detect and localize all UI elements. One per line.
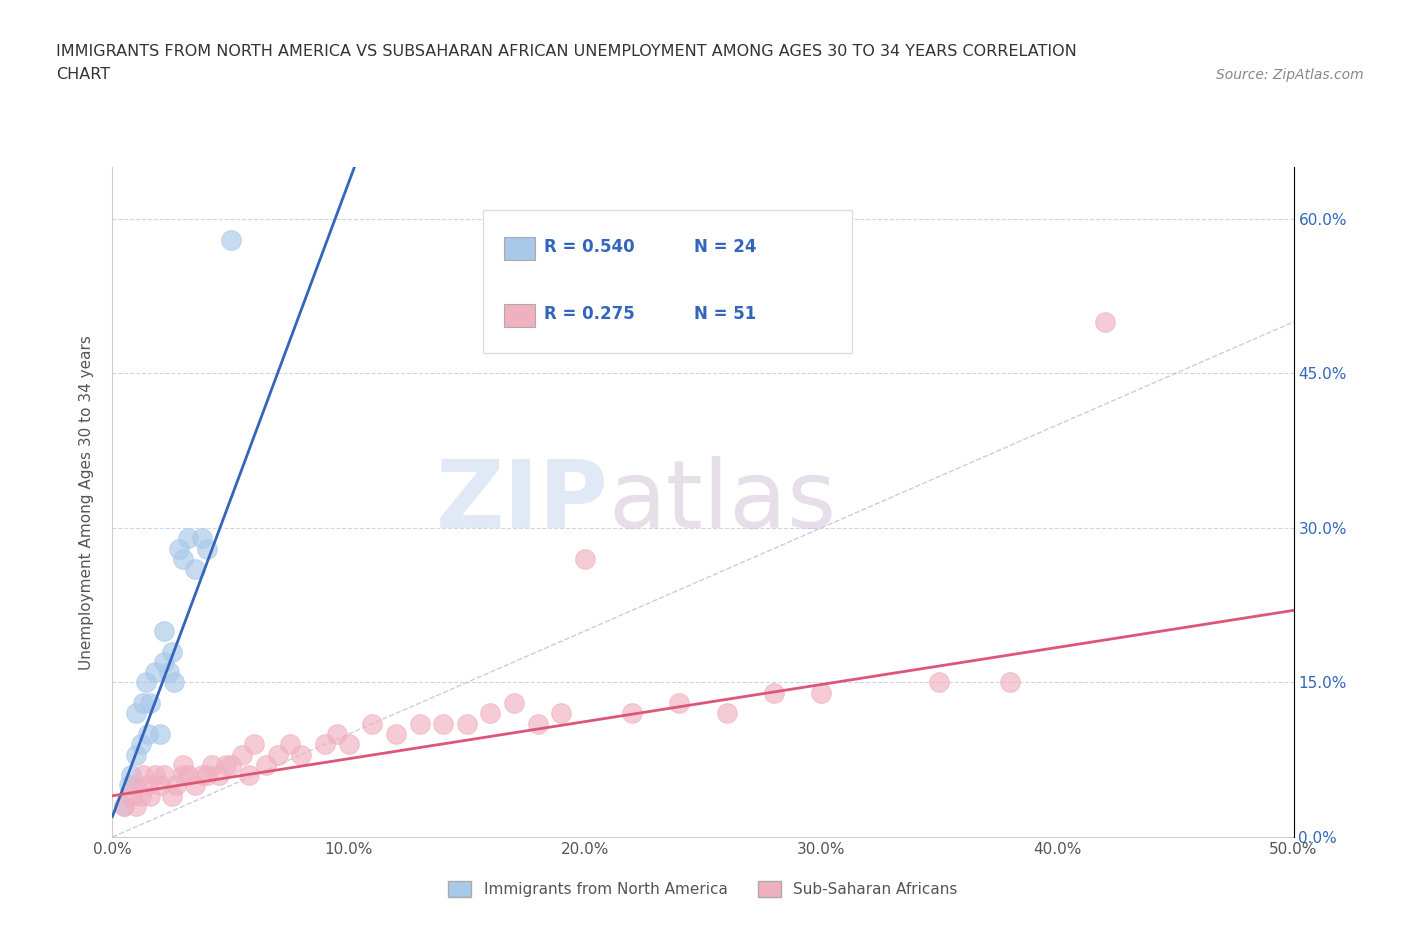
Point	[125, 778, 148, 793]
Point	[219, 757, 242, 772]
Point	[139, 789, 162, 804]
Point	[177, 768, 200, 783]
Point	[503, 696, 526, 711]
Point	[408, 716, 430, 731]
Point	[172, 551, 194, 566]
Point	[208, 768, 231, 783]
Point	[153, 623, 176, 638]
Point	[326, 726, 349, 741]
Point	[120, 789, 142, 804]
Text: CHART: CHART	[56, 67, 110, 82]
Point	[314, 737, 336, 751]
Point	[172, 768, 194, 783]
Point	[112, 799, 135, 814]
Point	[621, 706, 644, 721]
Point	[160, 789, 183, 804]
Point	[238, 768, 260, 783]
Point	[177, 531, 200, 546]
Point	[165, 778, 187, 793]
Point	[139, 696, 162, 711]
Point	[149, 726, 172, 741]
Point	[574, 551, 596, 566]
Point	[136, 726, 159, 741]
Point	[928, 675, 950, 690]
Point	[125, 747, 148, 762]
Point	[132, 768, 155, 783]
Point	[191, 768, 214, 783]
Point	[129, 789, 152, 804]
Point	[163, 675, 186, 690]
Point	[118, 778, 141, 793]
Point	[143, 665, 166, 680]
Point	[361, 716, 384, 731]
Y-axis label: Unemployment Among Ages 30 to 34 years: Unemployment Among Ages 30 to 34 years	[79, 335, 94, 670]
Point	[337, 737, 360, 751]
Point	[215, 757, 238, 772]
Point	[432, 716, 454, 731]
Point	[254, 757, 277, 772]
Point	[132, 696, 155, 711]
Point	[172, 757, 194, 772]
Point	[762, 685, 785, 700]
Point	[278, 737, 301, 751]
Point	[668, 696, 690, 711]
Text: Source: ZipAtlas.com: Source: ZipAtlas.com	[1216, 68, 1364, 82]
Point	[998, 675, 1021, 690]
Point	[191, 531, 214, 546]
Point	[153, 655, 176, 670]
Point	[157, 665, 180, 680]
Point	[125, 706, 148, 721]
Point	[135, 675, 157, 690]
Point	[716, 706, 738, 721]
Point	[195, 768, 218, 783]
Text: N = 24: N = 24	[695, 238, 756, 257]
Point	[167, 541, 190, 556]
Point	[550, 706, 572, 721]
Point	[810, 685, 832, 700]
Point	[129, 737, 152, 751]
Point	[456, 716, 478, 731]
Point	[125, 799, 148, 814]
Point	[153, 768, 176, 783]
Point	[160, 644, 183, 659]
Point	[290, 747, 312, 762]
Point	[385, 726, 408, 741]
Point	[526, 716, 548, 731]
Point	[184, 778, 207, 793]
Text: atlas: atlas	[609, 457, 837, 548]
Text: R = 0.275: R = 0.275	[544, 305, 634, 324]
Point	[149, 778, 172, 793]
Point	[1094, 314, 1116, 329]
Point	[201, 757, 224, 772]
Point	[143, 768, 166, 783]
Point	[136, 778, 159, 793]
Point	[219, 232, 242, 247]
Text: IMMIGRANTS FROM NORTH AMERICA VS SUBSAHARAN AFRICAN UNEMPLOYMENT AMONG AGES 30 T: IMMIGRANTS FROM NORTH AMERICA VS SUBSAHA…	[56, 44, 1077, 59]
Text: ZIP: ZIP	[436, 457, 609, 548]
Point	[184, 562, 207, 577]
Point	[120, 768, 142, 783]
Legend: Immigrants from North America, Sub-Saharan Africans: Immigrants from North America, Sub-Sahar…	[443, 875, 963, 903]
Point	[243, 737, 266, 751]
Point	[231, 747, 253, 762]
Text: N = 51: N = 51	[695, 305, 756, 324]
Point	[195, 541, 218, 556]
Point	[112, 799, 135, 814]
Text: R = 0.540: R = 0.540	[544, 238, 634, 257]
Point	[267, 747, 290, 762]
Point	[479, 706, 502, 721]
